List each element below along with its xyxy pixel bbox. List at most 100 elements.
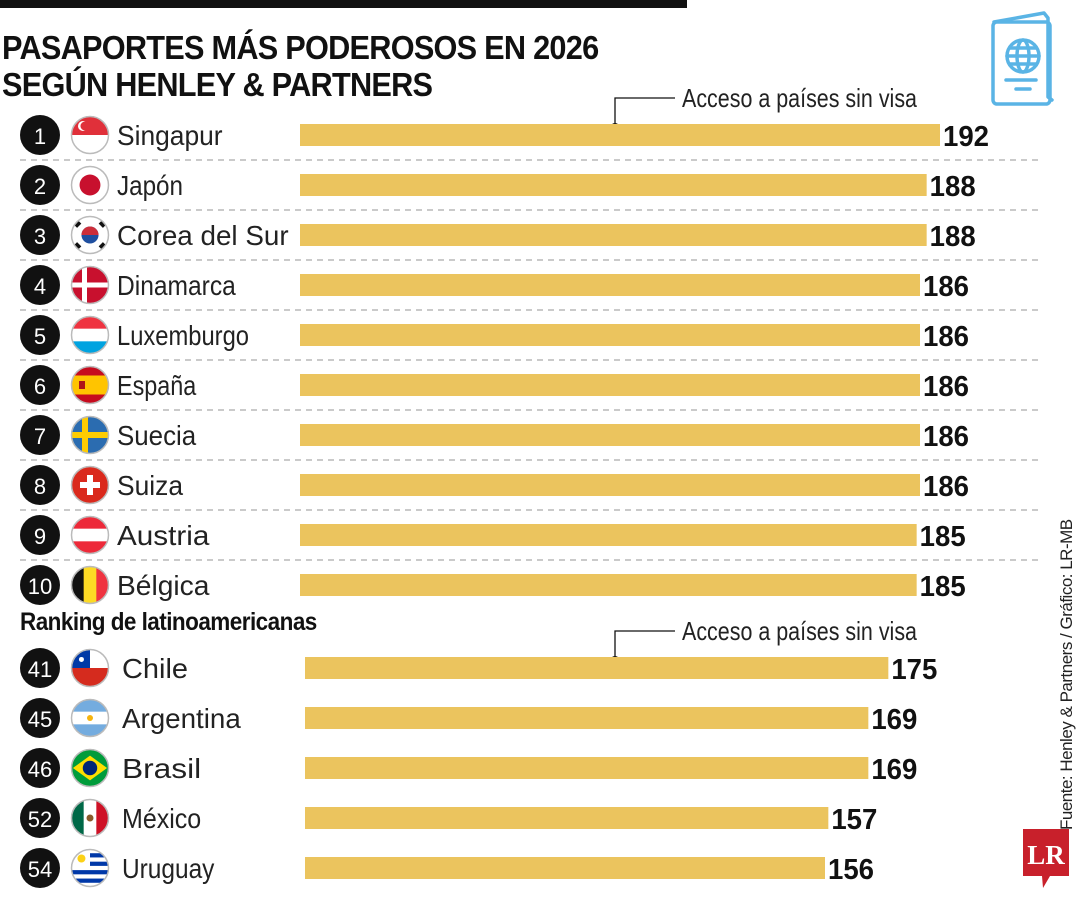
rank-circle — [20, 648, 60, 688]
rank-number: 10 — [28, 574, 52, 599]
rank-circle — [20, 415, 60, 455]
bar — [300, 474, 920, 496]
bar-row: 2 Japón 188 — [20, 165, 1040, 211]
country-name: España — [117, 370, 197, 401]
flag-argentina-icon — [70, 698, 110, 738]
bar-row: 8 Suiza 186 — [20, 465, 1040, 511]
country-name: Brasil — [122, 753, 201, 784]
top-rule — [0, 0, 687, 8]
bar-row: 1 Singapur 192 — [20, 115, 1040, 161]
country-name: Corea del Sur — [117, 220, 289, 251]
country-name: México — [122, 803, 201, 834]
bar — [300, 174, 927, 196]
bar — [300, 374, 920, 396]
bar-row: 7 Suecia 186 — [20, 415, 1040, 461]
country-name: Dinamarca — [117, 270, 236, 301]
bar — [300, 524, 917, 546]
rank-circle — [20, 798, 60, 838]
annotation: Acceso a países sin visa — [610, 83, 917, 133]
bar — [300, 274, 920, 296]
flag-denmark-icon — [70, 265, 110, 305]
value-label: 186 — [923, 421, 969, 453]
bar-row: 45 Argentina 169 — [20, 698, 917, 738]
country-name: Suecia — [117, 420, 197, 451]
annotation-label: Acceso a países sin visa — [682, 83, 917, 113]
rank-number: 5 — [34, 324, 46, 349]
rank-number: 45 — [28, 707, 52, 732]
bar-row: 3 Corea del Sur 188 — [20, 215, 1040, 261]
bar — [300, 424, 920, 446]
rank-number: 2 — [34, 174, 46, 199]
rank-circle — [20, 698, 60, 738]
value-label: 186 — [923, 321, 969, 353]
value-label: 186 — [923, 271, 969, 303]
bar-row: 46 Brasil 169 — [20, 748, 917, 788]
value-label: 185 — [920, 571, 966, 603]
latam-subheading: Ranking de latinoamericanas — [20, 608, 317, 636]
flag-spain-icon — [70, 365, 110, 405]
value-label: 186 — [923, 471, 969, 503]
bar — [305, 857, 825, 879]
bar — [300, 224, 927, 246]
flag-switzerland-icon — [70, 465, 110, 505]
bar-section-2: Acceso a países sin visa 41 Chile 175 45 Arge… — [20, 616, 937, 888]
country-name: Luxemburgo — [117, 320, 249, 351]
rank-circle — [20, 465, 60, 505]
flag-chile-icon — [70, 648, 110, 688]
value-label: 188 — [930, 171, 976, 203]
bar — [300, 124, 940, 146]
bar — [300, 574, 917, 596]
bar — [305, 757, 869, 779]
value-label: 175 — [891, 654, 937, 686]
value-label: 188 — [930, 221, 976, 253]
bar-row: 41 Chile 175 — [20, 648, 937, 688]
value-label: 186 — [923, 371, 969, 403]
bar — [305, 657, 889, 679]
chart-title-line-1: PASAPORTES MÁS PODEROSOS EN 2026 — [2, 29, 599, 66]
rank-number: 54 — [28, 857, 52, 882]
flag-south-korea-icon — [70, 215, 110, 255]
rank-circle — [20, 215, 60, 255]
rank-circle — [20, 315, 60, 355]
rank-circle — [20, 565, 60, 605]
flag-luxembourg-icon — [70, 315, 110, 355]
passport-icon — [991, 11, 1054, 106]
country-name: Austria — [117, 520, 210, 551]
annotation-leader — [614, 630, 675, 661]
flag-belgium-icon — [70, 565, 110, 605]
rank-number: 7 — [34, 424, 46, 449]
rank-number: 52 — [28, 807, 52, 832]
value-label: 157 — [831, 804, 877, 836]
country-name: Argentina — [122, 703, 241, 734]
bar — [305, 807, 829, 829]
bar — [305, 707, 869, 729]
country-name: Suiza — [117, 470, 183, 501]
svg-text:LR: LR — [1027, 840, 1065, 870]
bar-row: 6 España 186 — [20, 365, 1040, 411]
value-label: 169 — [871, 754, 917, 786]
bar-row: 52 México 157 — [20, 798, 877, 838]
rank-number: 4 — [34, 274, 46, 299]
rank-circle — [20, 848, 60, 888]
bar-row: 5 Luxemburgo 186 — [20, 315, 1040, 361]
flag-singapore-icon — [70, 115, 110, 155]
rank-circle — [20, 115, 60, 155]
lr-logo: LR — [1023, 829, 1069, 888]
country-name: Uruguay — [122, 853, 214, 884]
value-label: 192 — [943, 121, 989, 153]
rank-number: 41 — [28, 657, 52, 682]
flag-uruguay-icon — [70, 848, 110, 888]
bar-row: 54 Uruguay 156 — [20, 848, 874, 888]
value-label: 156 — [828, 854, 874, 886]
annotation-leader — [614, 97, 675, 128]
rank-number: 6 — [34, 374, 46, 399]
rank-number: 8 — [34, 474, 46, 499]
bar-row: 10 Bélgica 185 — [20, 565, 966, 605]
bar-section-1: Acceso a países sin visa 1 Singapur 192 2 Jap… — [20, 83, 1040, 605]
rank-circle — [20, 265, 60, 305]
rank-circle — [20, 515, 60, 555]
country-name: Singapur — [117, 120, 223, 151]
rank-number: 1 — [34, 124, 46, 149]
rank-circle — [20, 165, 60, 205]
